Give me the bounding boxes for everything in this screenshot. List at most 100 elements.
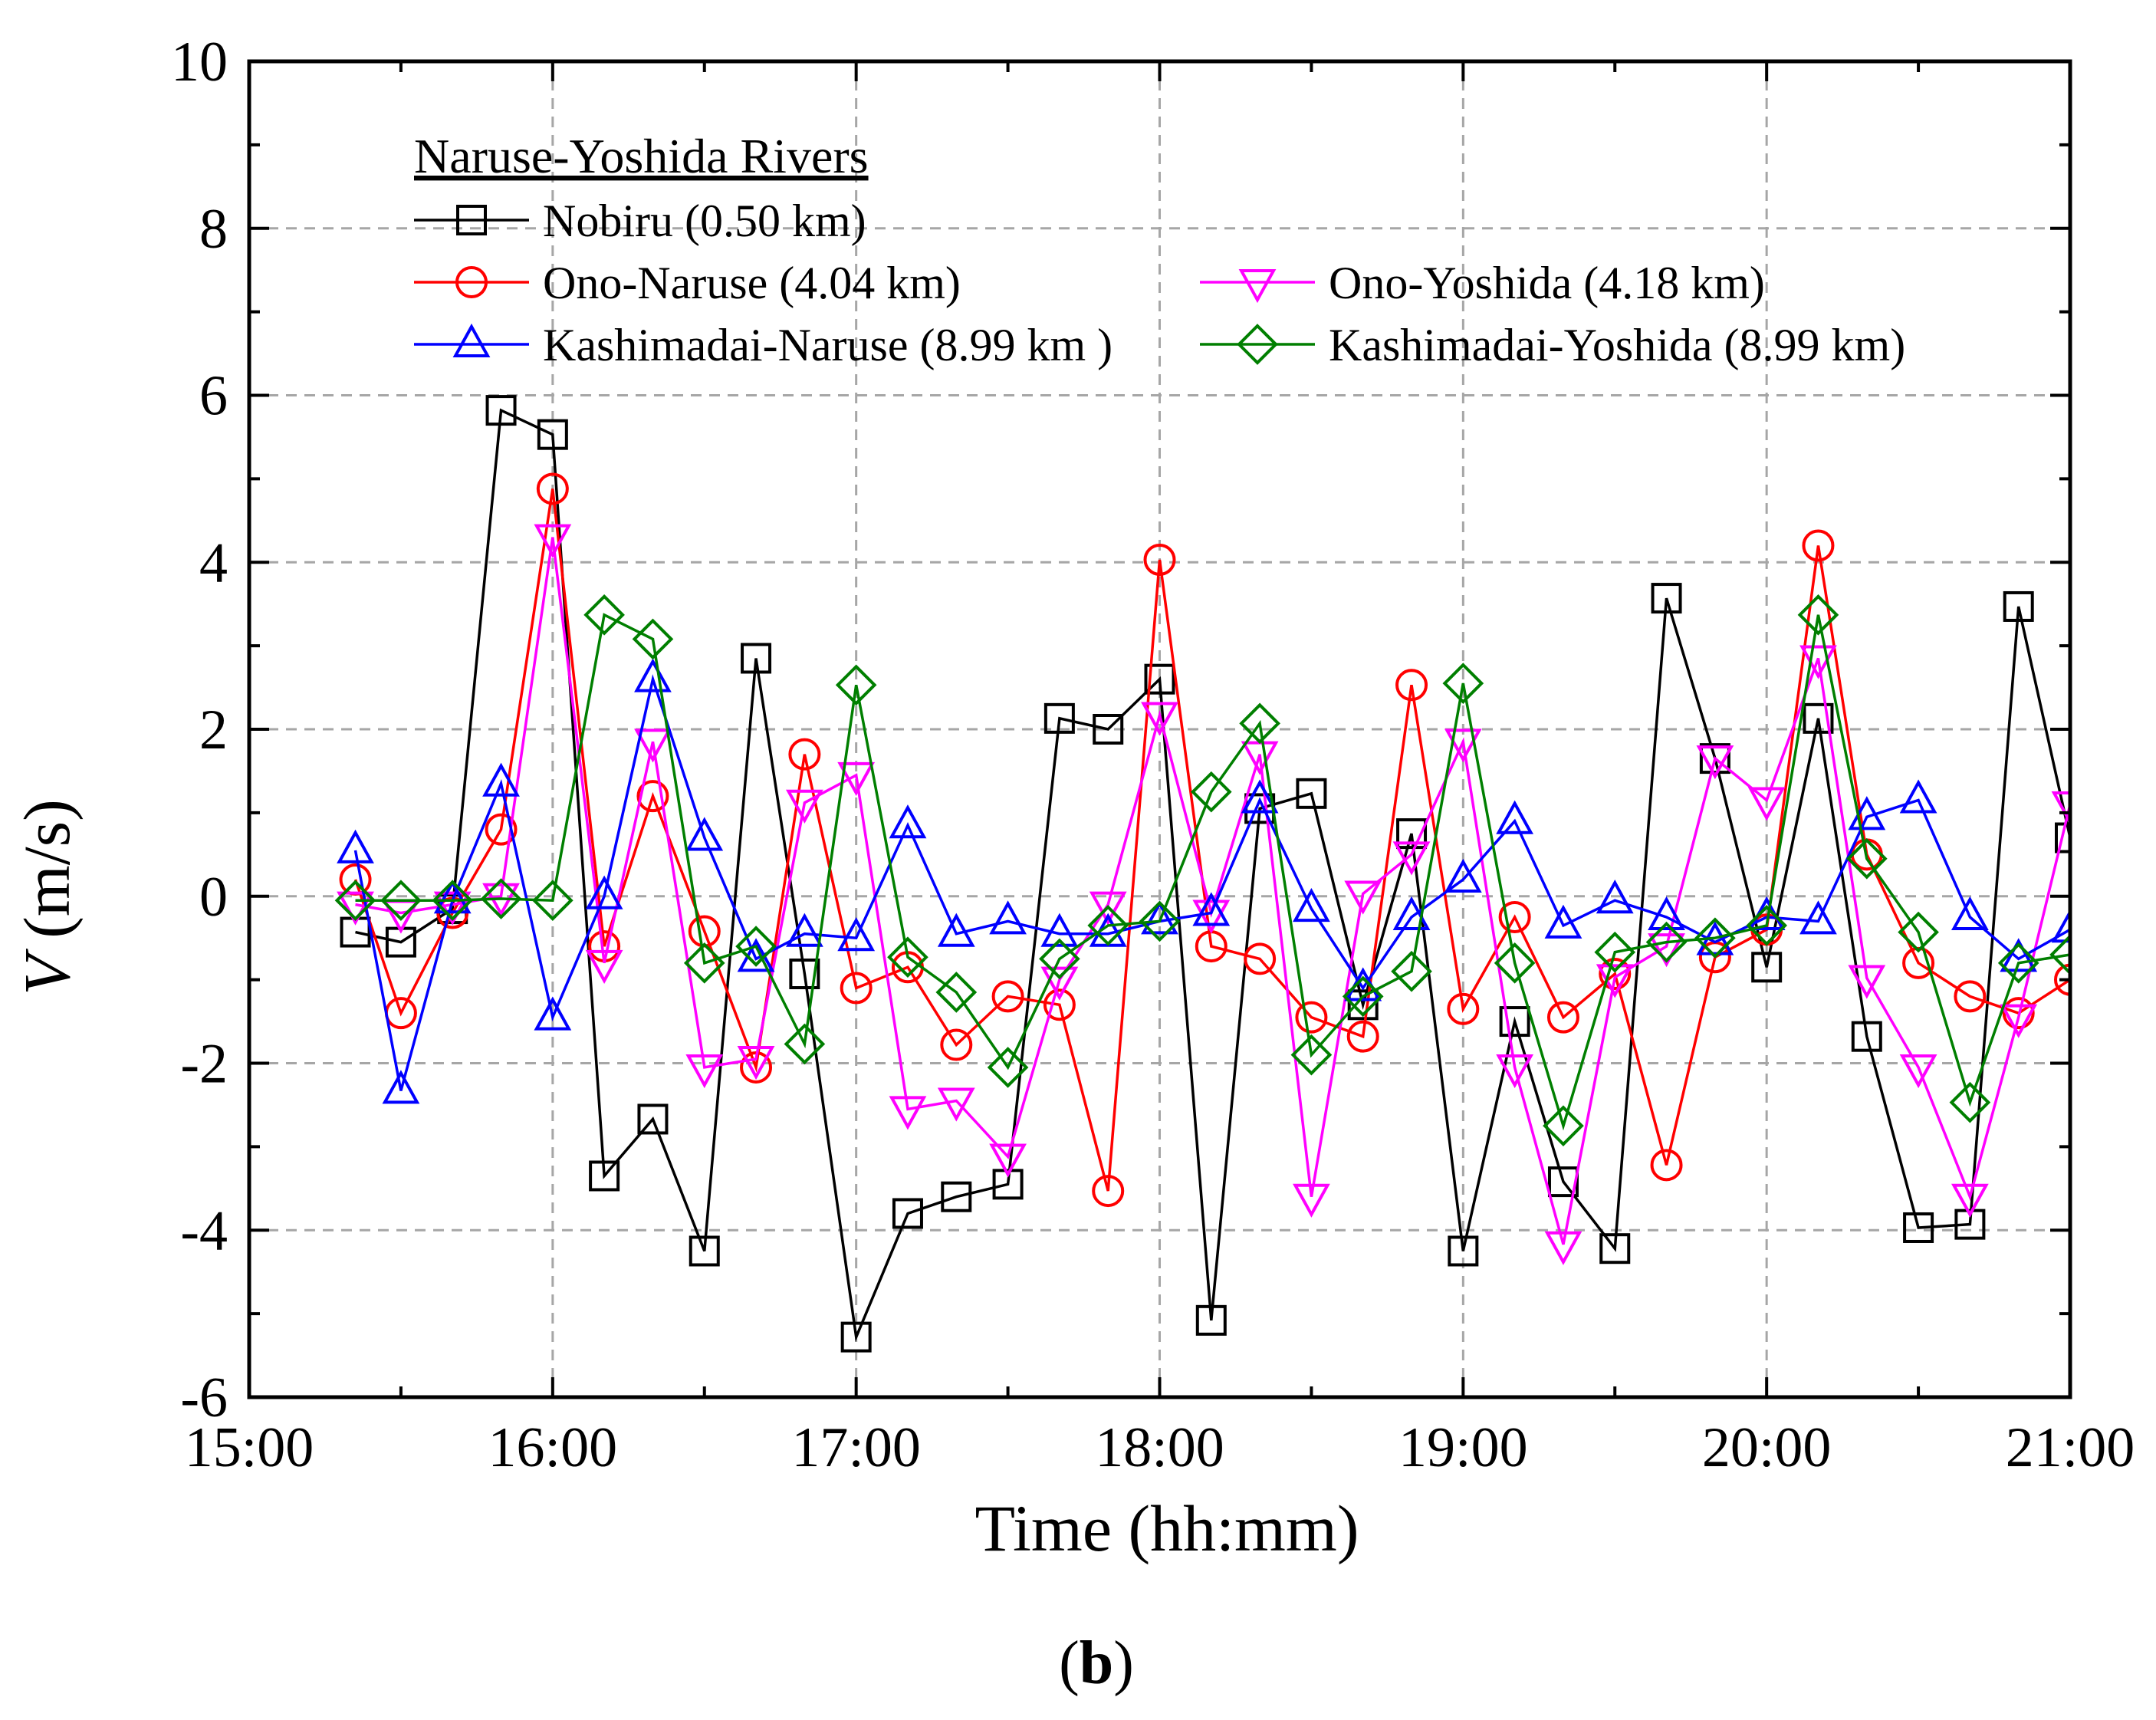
legend-marker <box>455 266 488 298</box>
data-point <box>1040 913 1079 947</box>
series-line <box>353 674 2070 1091</box>
data-point <box>337 829 374 863</box>
data-point <box>940 1028 973 1061</box>
data-point <box>2055 822 2070 853</box>
y-tick-labels: -6 -4 -2 0 2 4 6 8 10 <box>171 31 228 1429</box>
data-point <box>788 738 821 771</box>
data-point <box>1295 1001 1328 1034</box>
data-point <box>1650 1149 1683 1182</box>
data-point <box>1346 1020 1379 1053</box>
data-point <box>2051 909 2070 943</box>
data-point <box>1293 1183 1330 1218</box>
legend-entry: Nobiru (0.50 km) <box>414 196 866 246</box>
data-point <box>987 1047 1029 1088</box>
data-point <box>2002 997 2035 1030</box>
data-point <box>1144 663 1175 695</box>
plot-series <box>334 395 2070 1353</box>
data-point <box>1347 989 1379 1021</box>
data-point <box>480 878 522 919</box>
data-point <box>689 1235 720 1267</box>
data-point <box>1447 992 1480 1025</box>
data-point <box>433 891 472 926</box>
data-point <box>1040 966 1079 1001</box>
data-point <box>1954 980 1987 1013</box>
data-point <box>382 1070 420 1104</box>
data-point <box>2049 934 2070 975</box>
legend-marker <box>456 205 487 235</box>
data-point <box>1395 669 1428 702</box>
data-point <box>1747 787 1786 821</box>
data-point <box>1290 1034 1333 1076</box>
y-tick-label: 0 <box>199 866 228 929</box>
data-point <box>935 972 978 1013</box>
data-point <box>1442 663 1484 704</box>
data-point <box>585 949 623 984</box>
data-point <box>937 1087 975 1122</box>
legend-label: Kashimadai-Yoshida (8.99 km) <box>1329 320 1905 370</box>
x-tick-label: 17:00 <box>791 1416 921 1479</box>
data-point <box>337 891 374 926</box>
y-tick-label: 8 <box>199 198 228 261</box>
gridlines <box>249 61 2070 1397</box>
data-point <box>1546 1001 1579 1034</box>
series-line <box>355 408 2070 1343</box>
legend-entry: Ono-Yoshida (4.18 km) <box>1200 258 1765 308</box>
data-point <box>784 1023 826 1065</box>
data-point <box>1089 891 1127 926</box>
x-tick-label: 15:00 <box>185 1416 314 1479</box>
data-point <box>1141 900 1178 935</box>
data-point <box>1444 858 1482 893</box>
data-point <box>840 972 873 1005</box>
data-point <box>1241 779 1279 814</box>
x-tick-label: 21:00 <box>2006 1416 2135 1479</box>
data-point <box>637 1103 669 1135</box>
data-point <box>1296 778 1327 809</box>
data-point <box>1293 887 1330 922</box>
series-1 <box>339 472 2070 1208</box>
data-point <box>585 875 623 909</box>
data-point <box>1544 904 1582 939</box>
y-tick-label: 10 <box>171 31 228 94</box>
data-point <box>1444 728 1482 763</box>
caption-letter: b <box>1080 1630 1114 1697</box>
series-0 <box>340 395 2070 1353</box>
data-point <box>685 1054 724 1089</box>
data-point <box>789 959 820 990</box>
data-point <box>1694 917 1736 959</box>
x-tick-labels: 15:00 16:00 17:00 18:00 19:00 20:00 21:00 <box>185 1416 2135 1479</box>
data-point <box>432 880 474 922</box>
legend-title: Naruse-Yoshida Rivers <box>414 129 869 183</box>
data-point <box>989 1143 1027 1178</box>
data-point <box>1141 702 1178 736</box>
data-point <box>1093 714 1124 745</box>
data-point <box>1599 1233 1631 1265</box>
legend-label: Ono-Naruse (4.04 km) <box>543 258 961 308</box>
data-point <box>482 762 520 797</box>
y-tick-label: -2 <box>180 1033 228 1096</box>
data-point <box>532 880 574 922</box>
data-point <box>683 942 725 984</box>
data-point <box>1192 899 1231 934</box>
series-3 <box>337 658 2070 1104</box>
data-point <box>837 917 876 952</box>
data-point <box>837 761 876 797</box>
data-point <box>485 813 518 846</box>
data-point <box>1392 841 1431 876</box>
data-point <box>1596 880 1634 914</box>
y-tick-label: 6 <box>199 365 228 428</box>
data-point <box>534 996 572 1031</box>
x-tick-label: 19:00 <box>1398 1416 1528 1479</box>
caption-close: ) <box>1113 1630 1134 1697</box>
data-point <box>536 472 569 505</box>
y-axis-title: V (m/s) <box>10 799 84 995</box>
data-point <box>433 880 472 914</box>
data-point <box>1594 931 1636 973</box>
data-point <box>1799 900 1837 935</box>
data-point <box>1648 933 1685 968</box>
data-point <box>1543 1105 1584 1146</box>
data-point <box>2000 1004 2038 1038</box>
data-point <box>785 789 823 824</box>
data-point <box>634 658 672 692</box>
x-tick-label: 18:00 <box>1095 1416 1224 1479</box>
